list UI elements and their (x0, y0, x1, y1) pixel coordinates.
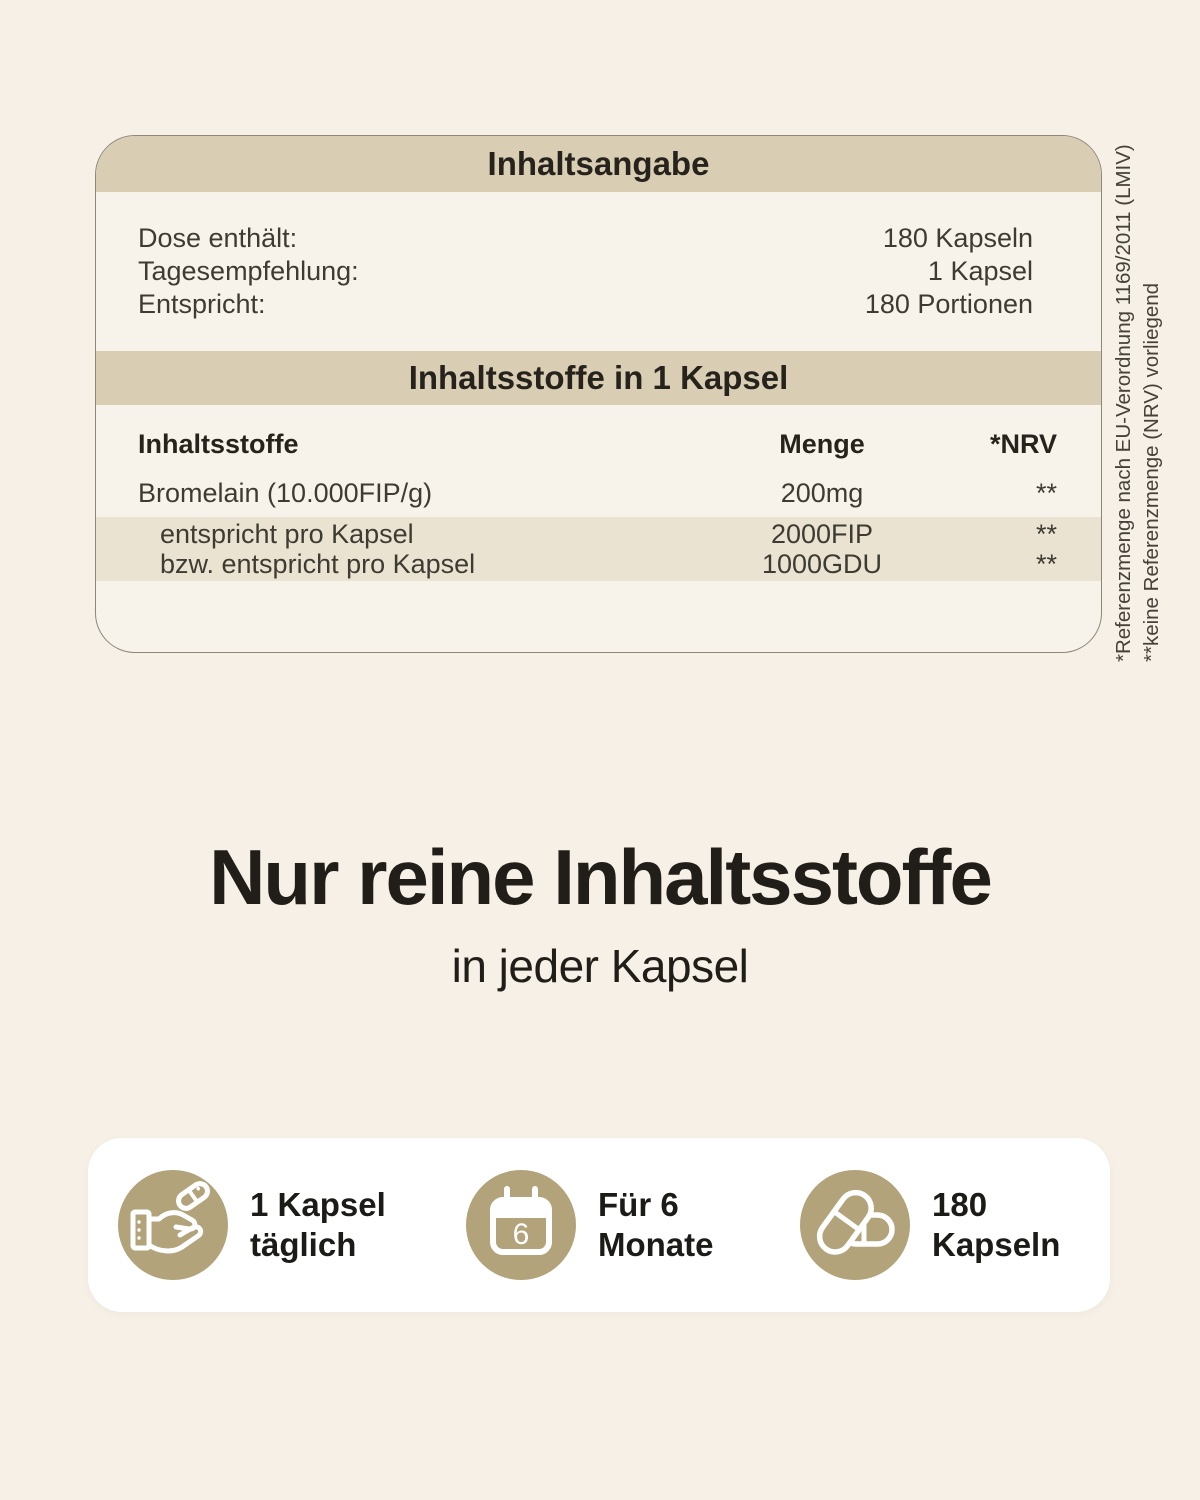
column-header-ingredient: Inhaltsstoffe (138, 428, 299, 459)
calendar-6-icon: 6 (466, 1170, 576, 1280)
supplement-facts-card: Inhaltsangabe Dose enthält: 180 Kapseln … (95, 135, 1102, 653)
footnotes: *Referenzmenge nach EU-Verordnung 1169/2… (1110, 144, 1166, 662)
summary-row: Dose enthält: 180 Kapseln (138, 222, 1033, 255)
summary-row: Tagesempfehlung: 1 Kapsel (138, 255, 1033, 288)
ingredient-nrv: ** (1035, 518, 1057, 549)
summary-value: 180 Kapseln (882, 223, 1033, 253)
feature-duration: 6 Für 6 Monate (466, 1170, 714, 1280)
ingredient-amount: 1000GDU (761, 548, 883, 579)
table-header-row: Inhaltsstoffe Menge *NRV (96, 427, 1101, 461)
table-row: Bromelain (10.000FIP/g) 200mg ** (96, 475, 1101, 511)
ingredient-nrv: ** (1035, 477, 1057, 508)
ingredient-amount: 200mg (780, 477, 864, 508)
summary-value: 180 Portionen (864, 289, 1033, 319)
headline-title: Nur reine Inhaltsstoffe (209, 833, 993, 921)
column-header-amount: Menge (779, 428, 865, 459)
ingredients-table-title: Inhaltsstoffe in 1 Kapsel (96, 351, 1101, 405)
footnote-no-nrv: **keine Referenzmenge (NRV) vorliegend (1140, 282, 1163, 662)
summary-value: 1 Kapsel (927, 256, 1033, 286)
feature-capsule-count: 180 Kapseln (800, 1170, 1060, 1280)
ingredient-nrv: ** (1035, 548, 1057, 579)
ingredient-name: Bromelain (10.000FIP/g) (138, 477, 433, 508)
ingredient-name: bzw. entspricht pro Kapsel (160, 548, 476, 579)
feature-label: 180 Kapseln (932, 1186, 1061, 1263)
table-row: entspricht pro Kapsel 2000FIP ** (96, 519, 1101, 549)
table-row: bzw. entspricht pro Kapsel 1000GDU ** (96, 549, 1101, 579)
headline-block: Nur reine Inhaltsstoffe in jeder Kapsel (0, 832, 1200, 993)
feature-daily-dose: 1 Kapsel täglich (118, 1170, 386, 1280)
summary-label: Tagesempfehlung: (138, 256, 359, 286)
features-card: 1 Kapsel täglich 6 Für 6 Monate (88, 1138, 1110, 1312)
table-stripe-block: entspricht pro Kapsel 2000FIP ** bzw. en… (96, 517, 1101, 581)
footnote-reference: *Referenzmenge nach EU-Verordnung 1169/2… (1112, 144, 1135, 662)
capsules-icon (800, 1170, 910, 1280)
summary-label: Dose enthält: (138, 223, 298, 253)
hand-capsule-icon (118, 1170, 228, 1280)
column-header-nrv: *NRV (989, 428, 1057, 459)
ingredient-name: entspricht pro Kapsel (160, 518, 414, 549)
ingredient-amount: 2000FIP (770, 518, 874, 549)
feature-label: 1 Kapsel täglich (250, 1186, 386, 1263)
headline-subtitle: in jeder Kapsel (451, 940, 749, 992)
summary-section: Dose enthält: 180 Kapseln Tagesempfehlun… (96, 222, 1101, 321)
summary-label: Entspricht: (138, 289, 266, 319)
calendar-number: 6 (513, 1218, 530, 1251)
summary-row: Entspricht: 180 Portionen (138, 288, 1033, 321)
feature-label: Für 6 Monate (598, 1186, 714, 1263)
facts-card-title: Inhaltsangabe (96, 136, 1101, 192)
